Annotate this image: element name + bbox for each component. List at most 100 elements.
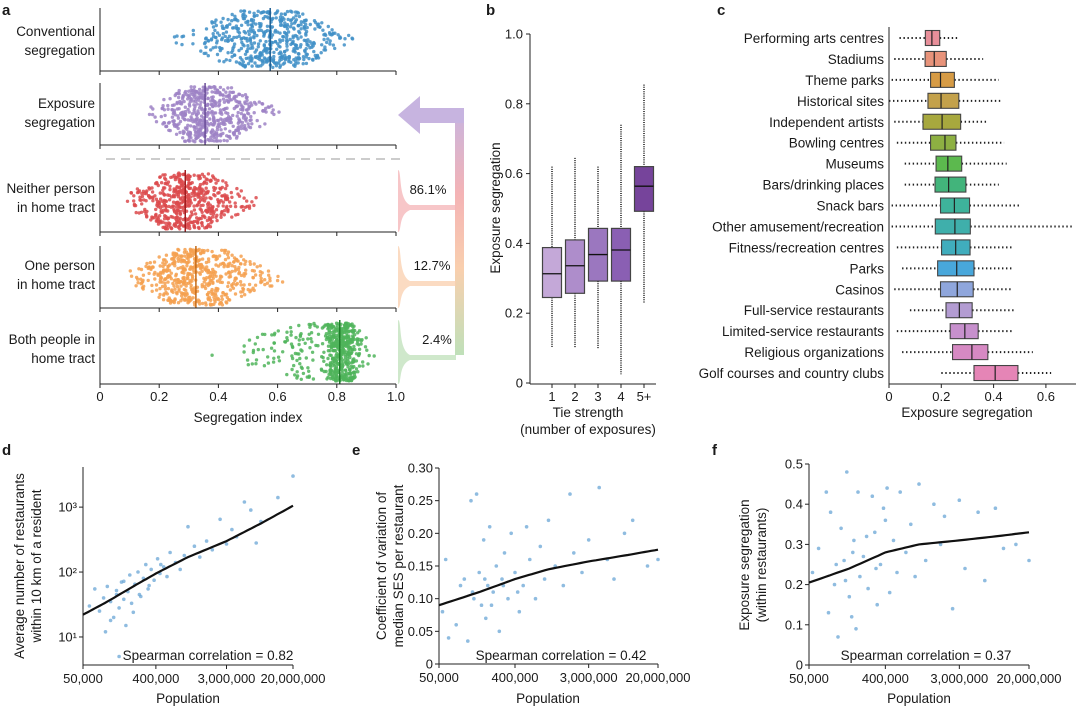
swarm-point <box>197 106 202 110</box>
swarm-point <box>204 37 208 41</box>
x-tick-label: 5+ <box>637 389 652 404</box>
swarm-point <box>217 59 221 63</box>
swarm-point <box>226 86 230 90</box>
swarm-point <box>334 366 339 370</box>
x-tick-label: 1.0 <box>387 389 405 404</box>
swarm-point <box>230 215 234 219</box>
swarm-point <box>250 64 254 68</box>
swarm-point <box>188 254 193 259</box>
swarm-point <box>342 43 346 47</box>
swarm-point <box>318 25 322 29</box>
swarm-point <box>276 274 280 279</box>
swarm-point <box>237 271 241 276</box>
swarm-point <box>215 279 220 283</box>
x-tick-label: 0.2 <box>932 389 950 404</box>
swarm-point <box>278 65 282 70</box>
swarm-point <box>324 323 329 327</box>
swarm-point <box>296 37 300 41</box>
scatter-point <box>861 554 866 559</box>
scatter-point <box>124 623 128 628</box>
scatter-point <box>993 506 998 511</box>
scatter-point <box>477 570 482 575</box>
swarm-point <box>288 25 293 29</box>
swarm-point <box>199 49 203 53</box>
swarm-point <box>315 53 320 58</box>
swarm-point <box>163 281 167 286</box>
swarm-point <box>146 278 150 283</box>
swarm-point <box>220 297 224 301</box>
swarm-point <box>348 345 352 350</box>
swarm-point <box>263 282 267 287</box>
swarm-point <box>154 283 159 287</box>
swarm-point <box>158 191 162 195</box>
swarm-point <box>240 36 244 41</box>
scatter-point <box>645 564 650 568</box>
swarm-row <box>210 321 376 383</box>
row-label: Conventional <box>16 24 95 39</box>
panel-d-xlabel: Population <box>156 691 220 706</box>
y-tick-label: 0.3 <box>785 537 803 552</box>
swarm-point <box>187 204 191 208</box>
swarm-point <box>265 47 270 52</box>
swarm-point <box>233 201 237 205</box>
swarm-point <box>204 27 209 31</box>
scatter-point <box>891 538 896 543</box>
swarm-point <box>145 214 149 218</box>
x-tick-label: 20,000,000 <box>625 670 690 685</box>
swarm-point <box>206 96 210 101</box>
category-label: Independent artists <box>769 115 884 130</box>
swarm-point <box>211 174 215 178</box>
scatter-point <box>533 596 538 601</box>
swarm-point <box>206 293 210 297</box>
swarm-point <box>180 42 184 47</box>
swarm-point <box>214 18 218 22</box>
scatter-point <box>489 603 494 607</box>
swarm-point <box>241 105 245 110</box>
swarm-point <box>233 14 237 18</box>
swarm-point <box>209 196 213 201</box>
swarm-point <box>320 43 324 47</box>
swarm-point <box>332 341 336 345</box>
swarm-point <box>354 359 359 363</box>
swarm-point <box>173 177 178 182</box>
scatter-point <box>146 587 150 591</box>
swarm-point <box>189 248 193 253</box>
swarm-point <box>296 61 300 65</box>
swarm-point <box>285 27 290 31</box>
swarm-point <box>212 210 216 214</box>
box <box>951 344 989 361</box>
swarm-point <box>281 62 285 66</box>
share-label: 86.1% <box>410 182 447 197</box>
swarm-point <box>243 205 248 209</box>
swarm-point <box>271 108 275 112</box>
swarm-point <box>298 45 303 49</box>
swarm-point <box>329 371 333 375</box>
swarm-point <box>205 114 209 119</box>
scatter-point <box>612 577 616 581</box>
swarm-point <box>168 128 172 133</box>
scatter-point <box>249 508 253 512</box>
swarm-point <box>245 199 249 203</box>
swarm-point <box>158 286 162 291</box>
swarm-point <box>273 30 277 34</box>
swarm-point <box>219 215 223 219</box>
swarm-point <box>197 200 201 204</box>
panel-f-xlabel: Population <box>887 691 951 706</box>
scatter-point <box>983 578 987 583</box>
swarm-point <box>223 127 227 131</box>
swarm-point <box>226 99 230 104</box>
box <box>937 260 975 277</box>
swarm-point <box>158 292 162 297</box>
swarm-point <box>168 187 172 192</box>
category-label: Fitness/recreation centres <box>729 240 885 255</box>
swarm-point <box>196 174 200 178</box>
scatter-point <box>159 562 163 567</box>
swarm-point <box>187 133 192 137</box>
swarm-point <box>290 22 294 26</box>
swarm-point <box>293 10 298 14</box>
swarm-point <box>235 114 239 118</box>
swarm-point <box>163 113 167 118</box>
swarm-point <box>191 268 196 272</box>
swarm-point <box>239 126 243 131</box>
scatter-point <box>923 558 928 563</box>
